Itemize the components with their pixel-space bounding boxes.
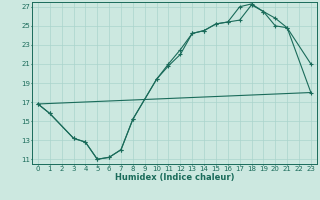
X-axis label: Humidex (Indice chaleur): Humidex (Indice chaleur) (115, 173, 234, 182)
